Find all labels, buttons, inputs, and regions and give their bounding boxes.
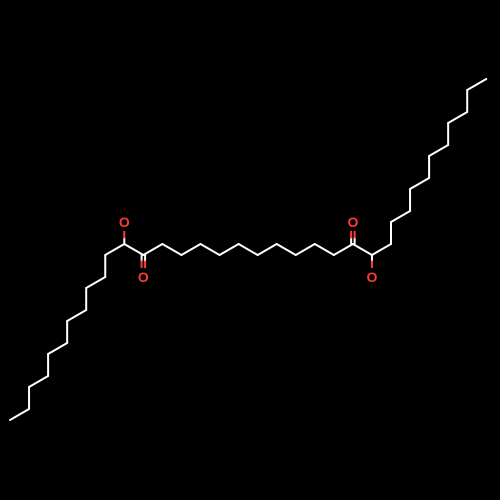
atom-label-o: O bbox=[344, 213, 362, 231]
atom-label-o: O bbox=[134, 268, 152, 286]
atom-label-o: O bbox=[363, 268, 381, 286]
molecule-canvas: O O O O bbox=[0, 0, 500, 500]
bond-layer bbox=[0, 0, 500, 500]
atom-label-o: O bbox=[115, 213, 133, 231]
